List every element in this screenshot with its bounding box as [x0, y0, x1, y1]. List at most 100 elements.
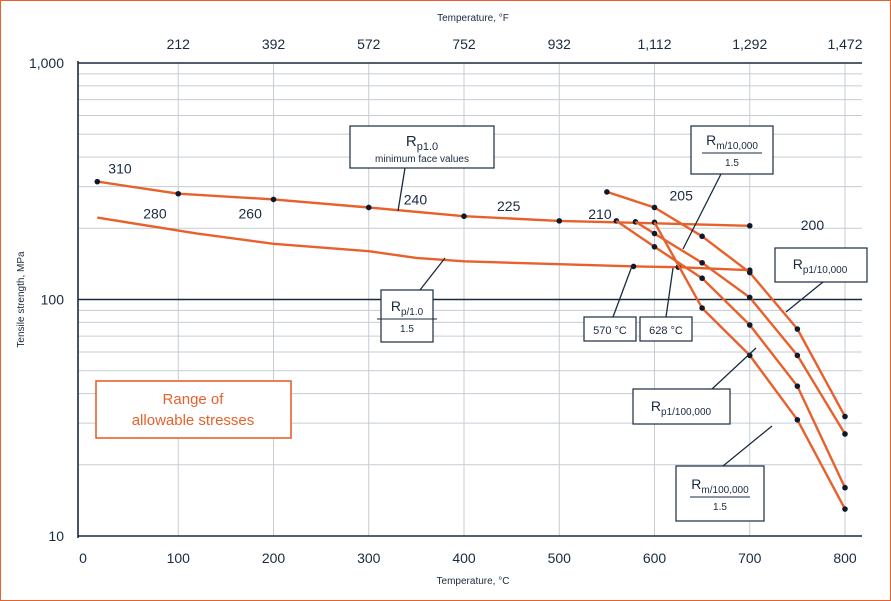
rp1-0-label: Rp1.0: [406, 133, 438, 153]
data-point: [651, 230, 658, 237]
x2-axis-title: Temperature, °F: [437, 13, 509, 24]
data-point: [842, 506, 848, 512]
rp-1-5-label-sub: p/1.0: [401, 307, 424, 318]
callout-rp1-10000: [774, 247, 868, 283]
series-line-2: [97, 216, 750, 272]
rp1-100000-label-sub: p1/100,000: [661, 407, 711, 418]
leader-line: [785, 281, 824, 313]
x2-tick-label: 1,292: [732, 36, 767, 52]
data-point: [630, 263, 637, 270]
data-point: [699, 233, 705, 240]
leader-line: [419, 257, 446, 291]
callout-570: [583, 316, 637, 342]
axes: 10 100 1,000 0 100 200 300 400 500 600 700 800 212 39…: [16, 13, 863, 587]
callout-rp1-0: [349, 125, 495, 169]
rp1-100000-label: Rp1/100,000: [651, 398, 712, 418]
data-point: [794, 383, 801, 389]
rp1-10000-label: Rp1/10,000: [793, 256, 848, 276]
series-group: [94, 178, 848, 512]
x-tick-label: 100: [167, 550, 191, 566]
y-tick-label: 1,000: [29, 55, 64, 71]
data-point: [746, 269, 753, 276]
rm-100000-label: Rm/100,000: [691, 476, 749, 496]
rp1-10000-label-sub: p1/10,000: [803, 265, 848, 276]
callout-rm-10000: [690, 125, 774, 175]
data-point: [746, 222, 753, 229]
leader-line: [722, 425, 773, 467]
x-tick-label: 800: [833, 550, 857, 566]
data-point: [699, 305, 705, 311]
range-box: [95, 380, 292, 439]
series-line-4: [634, 220, 847, 435]
rm-10000-label-sub: m/10,000: [716, 141, 758, 152]
x2-tick-label: 212: [167, 36, 191, 52]
x2-tick-label: 572: [357, 36, 381, 52]
rm-100000-label-main: R: [691, 476, 701, 492]
leader-line: [711, 347, 757, 390]
x2-tick-label: 1,472: [827, 36, 862, 52]
x-tick-label: 700: [738, 550, 762, 566]
data-label: 260: [239, 205, 263, 221]
x2-tick-label: 752: [452, 36, 476, 52]
x-tick-label: 300: [357, 550, 381, 566]
x2-tick-label: 932: [548, 36, 572, 52]
data-point: [651, 244, 658, 250]
data-label: 210: [588, 206, 612, 222]
data-point: [746, 352, 753, 359]
data-label: 280: [143, 206, 167, 222]
data-point: [794, 416, 801, 423]
data-point: [842, 431, 848, 437]
callout-rp1-100000: [632, 388, 731, 425]
data-point: [651, 204, 658, 211]
data-point: [699, 259, 705, 266]
range-label-line1: Range of: [163, 391, 225, 408]
rp1-100000-label-main: R: [651, 398, 661, 414]
y-axis-title: Tensile strength, MPa: [16, 251, 27, 348]
x-axis-title: Temperature, °C: [437, 576, 510, 587]
rp1-0-subtitle: minimum face values: [375, 154, 469, 165]
label-570: 570 °C: [593, 325, 627, 337]
data-point: [270, 196, 277, 203]
rp-1-5-label: Rp/1.0: [391, 298, 424, 318]
data-point: [365, 204, 372, 211]
x-tick-label: 600: [643, 550, 667, 566]
rm-10000-label: Rm/10,000: [706, 132, 758, 152]
leader-line: [612, 265, 633, 318]
leader-line: [665, 267, 674, 318]
data-point: [175, 190, 182, 197]
x-tick-label: 500: [548, 550, 572, 566]
labels-group: 310 280 260 240 225 210 205 200: [108, 161, 824, 233]
rm-100000-label-sub: m/100,000: [701, 485, 749, 496]
leader-line: [682, 173, 722, 250]
rm-100000-denominator: 1.5: [713, 502, 727, 513]
data-point: [94, 178, 101, 185]
rm-10000-label-main: R: [706, 132, 716, 148]
data-point: [842, 484, 848, 491]
y-tick-label: 100: [41, 292, 65, 308]
callout-rm-100000: [675, 465, 765, 522]
x-tick-label: 0: [79, 550, 87, 566]
leader-line: [397, 167, 406, 212]
data-label: 205: [670, 187, 694, 203]
rp1-10000-label-main: R: [793, 256, 803, 272]
data-point: [461, 213, 467, 220]
x2-tick-label: 1,112: [638, 36, 672, 52]
rm-10000-denominator: 1.5: [725, 158, 739, 169]
data-label: 240: [404, 191, 428, 207]
rp-1-5-label-main: R: [391, 298, 401, 314]
callout-rp-1-5: [380, 289, 434, 343]
label-628: 628 °C: [649, 325, 683, 337]
data-point: [794, 326, 801, 332]
callout-628: [639, 316, 693, 342]
x-tick-label: 200: [262, 550, 286, 566]
series-line-5: [615, 219, 847, 489]
rp-1-5-denominator: 1.5: [400, 324, 414, 335]
series-line-3: [606, 190, 847, 418]
data-label: 310: [108, 161, 132, 177]
data-point: [842, 413, 848, 420]
x2-tick-label: 392: [262, 36, 286, 52]
x-tick-label: 400: [452, 550, 476, 566]
rp1-0-label-sub: p1.0: [417, 141, 438, 153]
